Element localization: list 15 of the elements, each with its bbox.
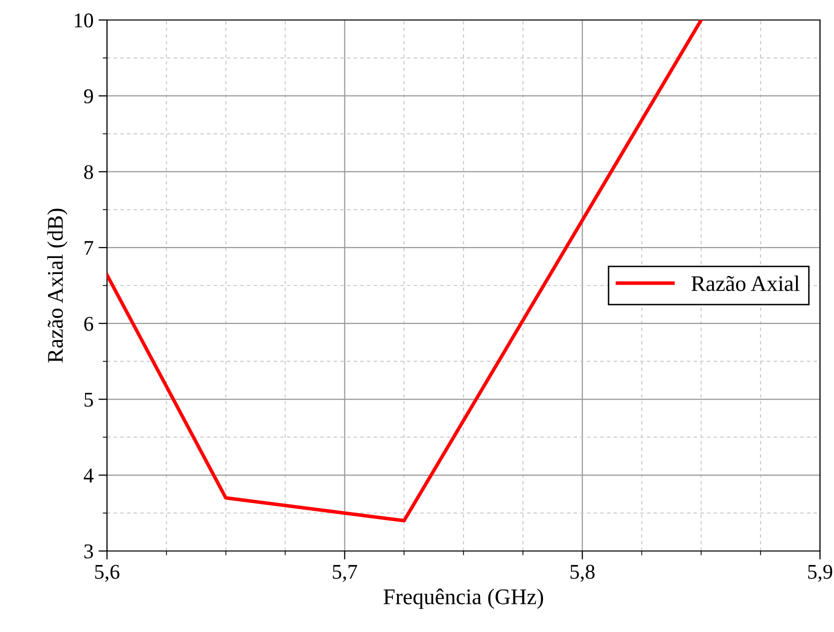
y-tick-label: 8 xyxy=(84,165,94,180)
y-tick-label: 6 xyxy=(84,316,94,331)
y-tick-label: 10 xyxy=(74,13,94,28)
y-tick-label: 5 xyxy=(84,392,93,407)
y-axis-title: Razão Axial (dB) xyxy=(47,208,68,363)
y-tick-label: 3 xyxy=(84,544,93,558)
x-tick-label: 5,7 xyxy=(332,565,358,582)
x-tick-label: 5,6 xyxy=(95,564,120,582)
x-axis-title: Frequência (GHz) xyxy=(384,588,544,609)
x-tick-label: 5,9 xyxy=(808,564,832,582)
y-tick-label: 9 xyxy=(84,89,93,104)
x-tick-label: 5,8 xyxy=(570,564,595,582)
y-tick-label: 4 xyxy=(84,468,94,482)
legend-label: Razão Axial xyxy=(691,275,800,292)
y-tick-label: 7 xyxy=(84,241,94,255)
